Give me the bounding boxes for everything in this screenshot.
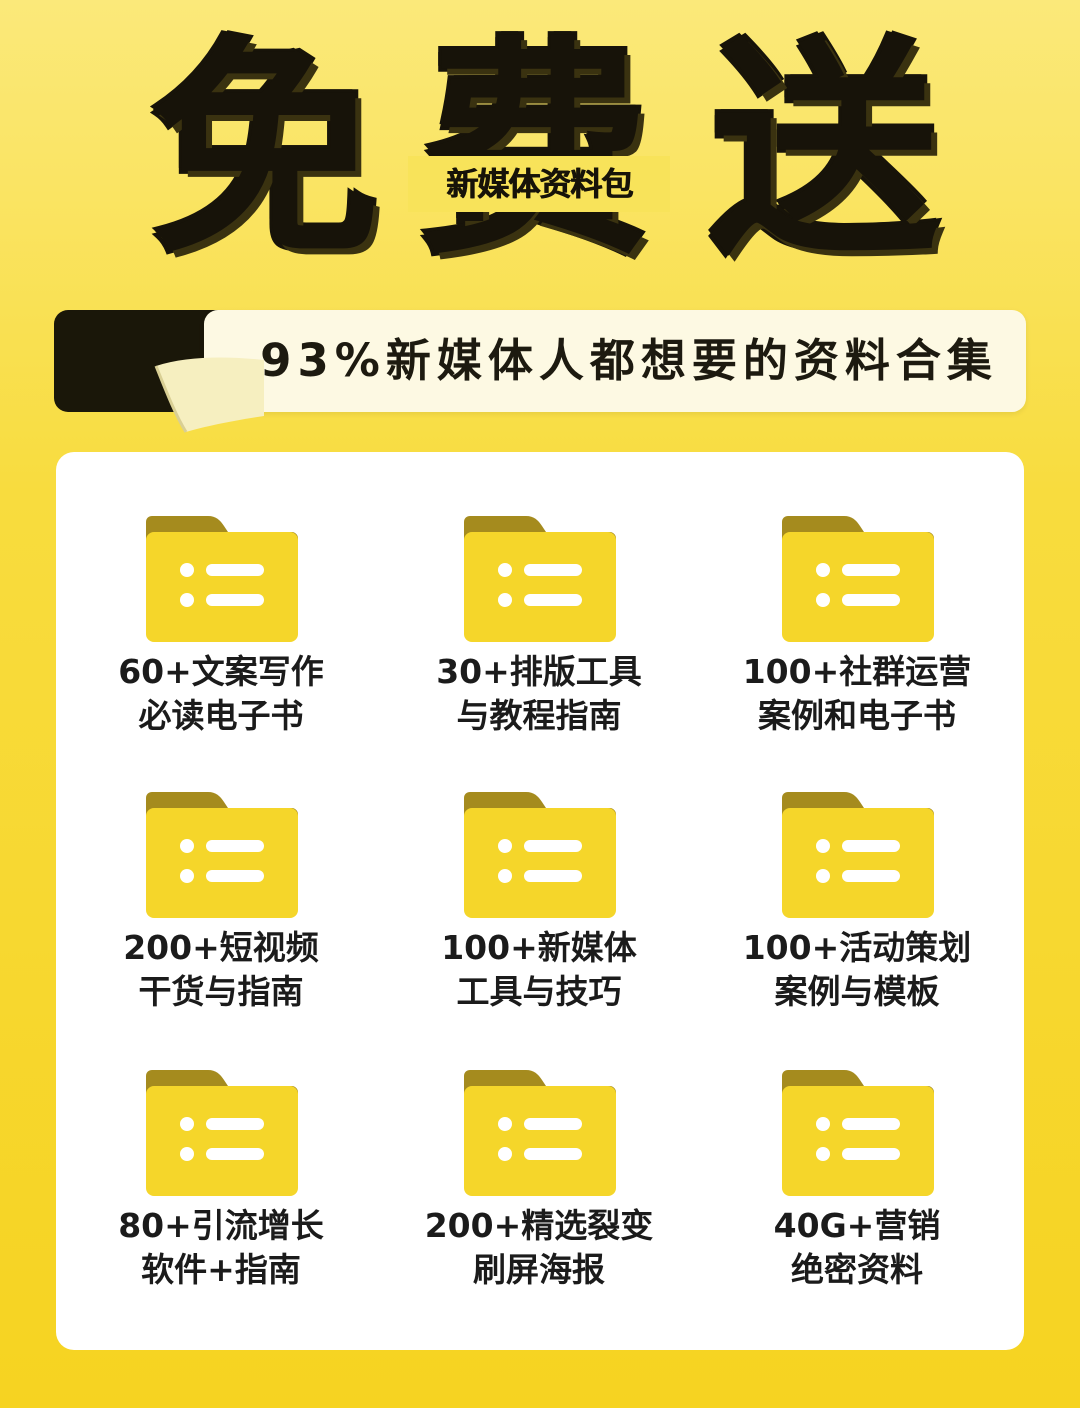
resource-item[interactable]: 200+短视频 干货与指南	[56, 728, 376, 1011]
resource-item[interactable]: 30+排版工具 与教程指南	[374, 452, 694, 735]
resource-label-line2: 刷屏海报	[473, 1250, 605, 1289]
resource-label-line2: 绝密资料	[791, 1250, 923, 1289]
resource-label-line1: 80+引流增长	[118, 1206, 324, 1245]
resource-label: 60+文案写作 必读电子书	[56, 650, 386, 738]
folder-list-icon	[782, 516, 934, 642]
resource-label: 100+活动策划 案例与模板	[692, 926, 1022, 1014]
resource-label: 100+新媒体 工具与技巧	[374, 926, 704, 1014]
resource-label-line1: 100+活动策划	[742, 928, 972, 967]
resource-label: 40G+营销 绝密资料	[692, 1204, 1022, 1292]
resource-label-line1: 100+社群运营	[742, 652, 972, 691]
resource-item[interactable]: 60+文案写作 必读电子书	[56, 452, 376, 735]
resource-grid: 60+文案写作 必读电子书 30+排版工具 与教程指南 100+社群运营 案例和电子书 20…	[56, 452, 1024, 1350]
resource-label: 80+引流增长 软件+指南	[56, 1204, 386, 1292]
resource-label-line2: 必读电子书	[138, 696, 304, 735]
resource-label-line2: 软件+指南	[141, 1250, 301, 1289]
resource-label-line2: 案例与模板	[774, 972, 940, 1011]
resource-label: 200+短视频 干货与指南	[56, 926, 386, 1014]
headline: 免 费 送 新媒体资料包	[0, 18, 1080, 288]
tagline-ribbon: 93%新媒体人都想要的资料合集	[54, 310, 1026, 433]
ribbon-light-body	[204, 310, 1026, 412]
resource-label-line1: 40G+营销	[773, 1206, 941, 1245]
resource-label: 100+社群运营 案例和电子书	[692, 650, 1022, 738]
resource-label-line1: 100+新媒体	[441, 928, 637, 967]
resource-label-line1: 60+文案写作	[118, 652, 324, 691]
resource-label-line2: 案例和电子书	[758, 696, 956, 735]
resource-label-line2: 与教程指南	[456, 696, 622, 735]
headline-char-2: 费	[419, 19, 650, 286]
resource-item[interactable]: 100+新媒体 工具与技巧	[374, 728, 694, 1011]
resource-label-line2: 干货与指南	[138, 972, 304, 1011]
resource-card: 60+文案写作 必读电子书 30+排版工具 与教程指南 100+社群运营 案例和电子书 20…	[56, 452, 1024, 1350]
headline-char-3: 送	[709, 19, 940, 286]
tagline-text: 93%新媒体人都想要的资料合集	[260, 334, 998, 387]
folder-list-icon	[464, 1070, 616, 1196]
resource-label-line1: 30+排版工具	[436, 652, 642, 691]
folder-list-icon	[782, 1070, 934, 1196]
resource-label: 30+排版工具 与教程指南	[374, 650, 704, 738]
resource-item[interactable]: 40G+营销 绝密资料	[692, 1006, 1012, 1289]
folder-list-icon	[464, 516, 616, 642]
resource-item[interactable]: 200+精选裂变 刷屏海报	[374, 1006, 694, 1289]
resource-label-line1: 200+精选裂变	[424, 1206, 654, 1245]
headline-char-1: 免	[149, 19, 380, 286]
resource-item[interactable]: 100+活动策划 案例与模板	[692, 728, 1012, 1011]
resource-label-line2: 工具与技巧	[456, 972, 622, 1011]
resource-label: 200+精选裂变 刷屏海报	[374, 1204, 704, 1292]
ribbon-curl-icon	[154, 357, 264, 433]
folder-list-icon	[464, 792, 616, 918]
folder-list-icon	[146, 516, 298, 642]
resource-label-line1: 200+短视频	[123, 928, 319, 967]
resource-item[interactable]: 100+社群运营 案例和电子书	[692, 452, 1012, 735]
resource-item[interactable]: 80+引流增长 软件+指南	[56, 1006, 376, 1289]
folder-list-icon	[146, 792, 298, 918]
headline-badge: 新媒体资料包	[408, 156, 670, 212]
folder-list-icon	[782, 792, 934, 918]
folder-list-icon	[146, 1070, 298, 1196]
